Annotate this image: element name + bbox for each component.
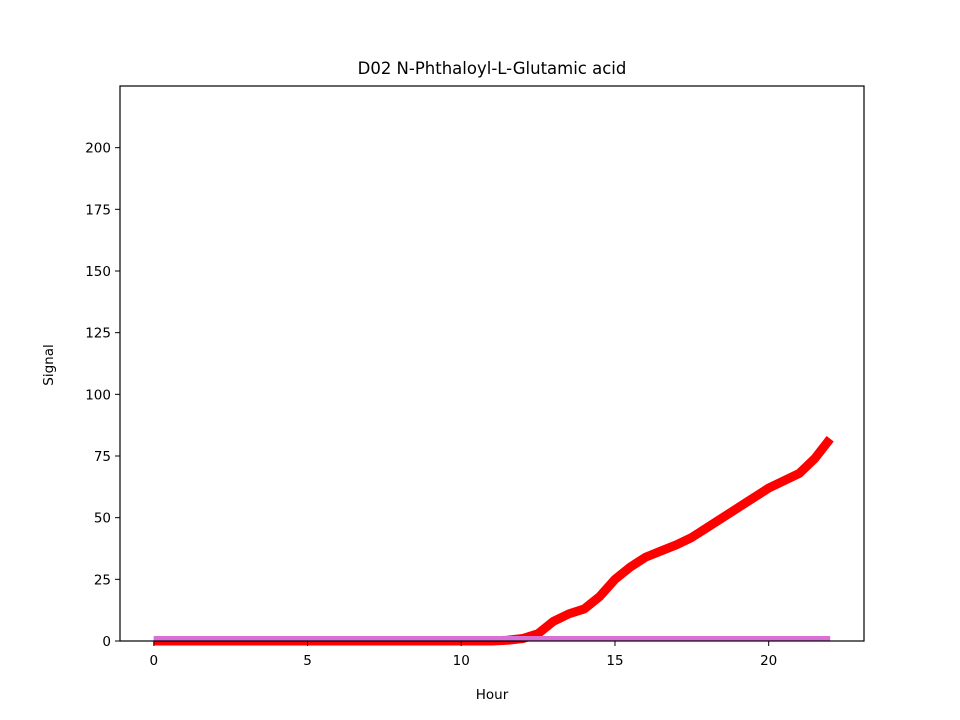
y-tick-label: 100 bbox=[85, 387, 111, 403]
x-tick-label: 10 bbox=[453, 653, 470, 669]
x-axis-ticks: 0 5 10 15 20 bbox=[150, 641, 777, 669]
y-tick-label: 175 bbox=[85, 202, 111, 218]
y-tick-label: 75 bbox=[94, 449, 111, 465]
y-tick-label: 200 bbox=[85, 141, 111, 157]
x-tick-label: 20 bbox=[760, 653, 777, 669]
x-axis-label: Hour bbox=[476, 687, 509, 703]
y-tick-label: 50 bbox=[94, 511, 111, 527]
y-tick-label: 0 bbox=[102, 634, 111, 650]
x-tick-label: 15 bbox=[606, 653, 623, 669]
y-axis-label: Signal bbox=[41, 344, 57, 385]
y-tick-label: 125 bbox=[85, 326, 111, 342]
y-axis-ticks: 0 25 50 75 100 125 150 175 200 bbox=[85, 141, 120, 650]
x-tick-label: 0 bbox=[150, 653, 159, 669]
x-tick-label: 5 bbox=[303, 653, 312, 669]
chart-title: D02 N-Phthaloyl-L-Glutamic acid bbox=[358, 59, 627, 78]
plot-frame bbox=[119, 85, 865, 642]
y-tick-label: 25 bbox=[94, 572, 111, 588]
y-tick-label: 150 bbox=[85, 264, 111, 280]
